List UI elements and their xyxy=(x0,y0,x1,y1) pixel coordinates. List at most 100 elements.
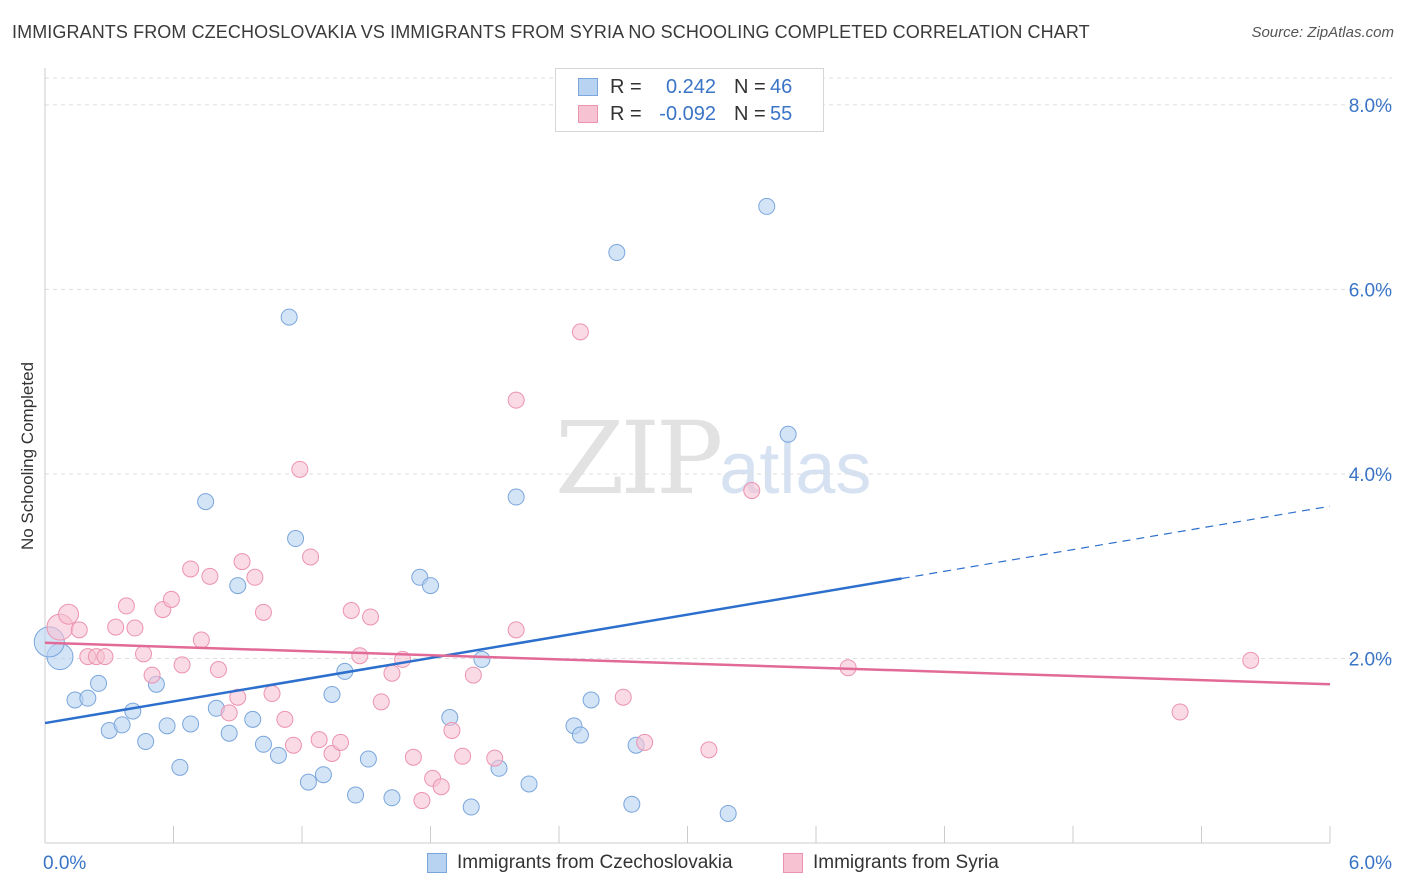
point-czechoslovakia xyxy=(90,674,108,692)
bottom-legend-czechoslovakia: Immigrants from Czechoslovakia xyxy=(427,852,733,874)
point-czechoslovakia xyxy=(758,197,776,215)
point-syria xyxy=(443,721,461,739)
x-tick-label: 6.0% xyxy=(1349,853,1392,874)
point-czechoslovakia xyxy=(719,804,737,822)
point-czechoslovakia xyxy=(220,724,238,742)
point-syria xyxy=(1171,703,1189,721)
bottom-legend-syria: Immigrants from Syria xyxy=(783,852,999,874)
point-czechoslovakia xyxy=(623,795,641,813)
point-czechoslovakia xyxy=(422,577,439,595)
point-syria xyxy=(351,647,369,665)
point-czechoslovakia xyxy=(299,773,317,791)
point-syria xyxy=(404,748,422,766)
legend-row-syria: R = -0.092 N = 55 xyxy=(578,102,792,126)
point-czechoslovakia xyxy=(520,775,538,793)
point-syria xyxy=(107,618,125,636)
point-syria xyxy=(201,567,219,585)
point-syria xyxy=(571,323,589,341)
y-axis-label: No Schooling Completed xyxy=(18,361,37,551)
point-syria xyxy=(507,621,525,639)
point-czechoslovakia xyxy=(171,758,189,776)
point-czechoslovakia xyxy=(462,798,480,816)
legend-swatch-pink xyxy=(578,105,598,123)
source-credit: Source: ZipAtlas.com xyxy=(1251,24,1394,41)
point-syria xyxy=(173,656,191,674)
point-syria xyxy=(96,648,114,666)
point-czechoslovakia xyxy=(113,716,131,734)
point-czechoslovakia xyxy=(473,650,491,668)
point-czechoslovakia xyxy=(383,789,401,807)
point-syria xyxy=(209,661,227,679)
point-syria xyxy=(464,666,482,684)
point-czechoslovakia xyxy=(779,425,797,443)
x-tick-label: 0.0% xyxy=(43,853,86,874)
point-czechoslovakia xyxy=(507,488,525,506)
point-syria xyxy=(276,710,294,728)
legend-r-label: R = xyxy=(610,102,642,125)
legend-n-label: N = xyxy=(734,102,766,125)
point-czechoslovakia xyxy=(137,733,155,751)
point-syria xyxy=(310,731,328,749)
point-syria xyxy=(614,688,632,706)
point-syria xyxy=(413,792,431,810)
legend-n-value: 55 xyxy=(770,102,793,125)
point-syria xyxy=(383,664,401,682)
watermark-zip: ZIP xyxy=(555,400,723,517)
legend-r-value: -0.092 xyxy=(659,102,716,125)
legend-r-value: 0.242 xyxy=(665,75,716,98)
point-czechoslovakia xyxy=(280,308,298,326)
point-czechoslovakia xyxy=(182,715,200,733)
point-syria xyxy=(1242,651,1260,669)
point-czechoslovakia xyxy=(323,685,341,703)
point-syria xyxy=(233,553,251,571)
correlation-legend: R = 0.242 N = 46 R = -0.092 N = 55 xyxy=(555,68,824,132)
trendline-czechoslovakia xyxy=(44,577,902,725)
point-syria xyxy=(284,736,302,754)
legend-n-label: N = xyxy=(734,75,766,98)
point-czechoslovakia xyxy=(347,786,365,804)
point-syria xyxy=(246,568,264,586)
point-syria xyxy=(743,482,761,500)
point-syria xyxy=(332,733,350,751)
legend-r-label: R = xyxy=(610,75,642,98)
point-syria xyxy=(229,688,247,706)
point-syria xyxy=(372,693,390,711)
point-czechoslovakia xyxy=(608,244,626,262)
point-syria xyxy=(143,666,161,684)
chart-title: IMMIGRANTS FROM CZECHOSLOVAKIA VS IMMIGR… xyxy=(12,22,1090,42)
y-tick-label: 2.0% xyxy=(1349,649,1392,670)
point-czechoslovakia xyxy=(229,577,247,595)
point-syria xyxy=(302,548,320,566)
point-syria xyxy=(342,602,360,619)
point-czechoslovakia xyxy=(269,746,287,764)
bottom-legend-label: Immigrants from Syria xyxy=(813,852,999,873)
point-syria xyxy=(135,645,153,663)
point-czechoslovakia xyxy=(359,750,377,768)
watermark-atlas: atlas xyxy=(719,429,872,509)
bottom-legend-swatch-blue xyxy=(427,853,447,873)
trendline-syria xyxy=(44,641,1331,686)
point-syria xyxy=(70,621,88,639)
point-syria xyxy=(636,733,654,751)
point-syria xyxy=(220,704,238,722)
point-syria xyxy=(263,685,281,703)
point-syria xyxy=(162,590,180,608)
trendline-czechoslovakia-extension xyxy=(901,505,1331,580)
point-syria xyxy=(291,460,309,478)
point-czechoslovakia xyxy=(314,766,332,784)
point-czechoslovakia xyxy=(244,710,262,728)
legend-n-value: 46 xyxy=(770,75,793,98)
point-czechoslovakia xyxy=(287,530,305,548)
legend-swatch-blue xyxy=(578,78,598,96)
y-tick-label: 8.0% xyxy=(1349,96,1392,117)
point-syria xyxy=(486,749,504,767)
watermark: ZIPatlas xyxy=(555,400,871,517)
point-czechoslovakia xyxy=(124,702,142,720)
legend-row-czechoslovakia: R = 0.242 N = 46 xyxy=(578,75,792,99)
point-czechoslovakia xyxy=(254,735,272,753)
point-syria xyxy=(700,741,718,759)
point-syria xyxy=(58,603,80,625)
y-tick-label: 4.0% xyxy=(1349,465,1392,486)
point-czechoslovakia xyxy=(158,717,176,735)
